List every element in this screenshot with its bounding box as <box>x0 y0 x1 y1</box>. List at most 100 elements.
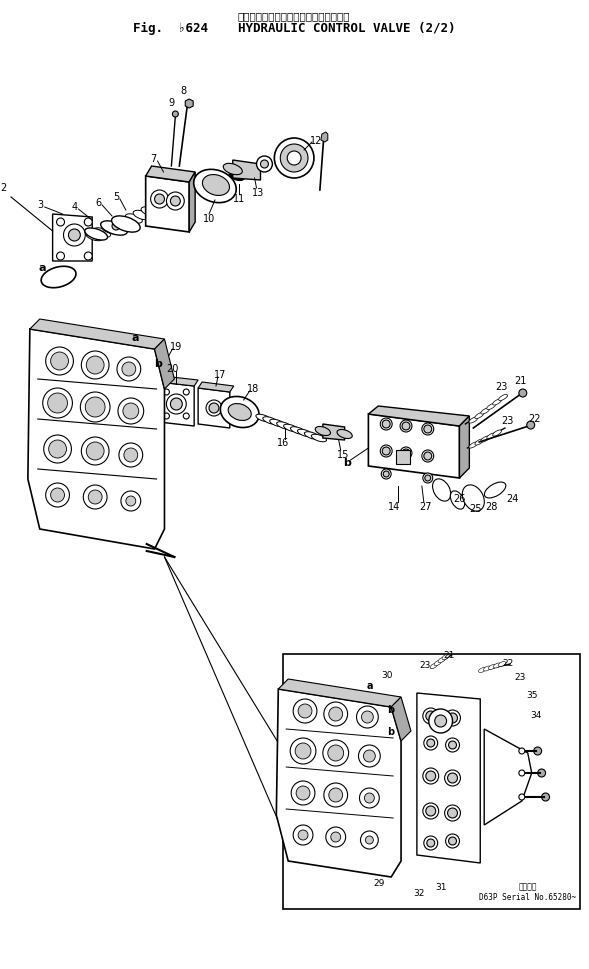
Polygon shape <box>321 133 328 142</box>
Text: 23: 23 <box>419 660 431 669</box>
Circle shape <box>381 470 391 480</box>
Circle shape <box>429 709 452 734</box>
Ellipse shape <box>484 667 491 672</box>
Circle shape <box>46 484 70 508</box>
Circle shape <box>324 783 348 807</box>
Text: b: b <box>388 704 395 714</box>
Text: 34: 34 <box>530 711 541 720</box>
Circle shape <box>424 836 438 850</box>
Polygon shape <box>30 320 164 350</box>
Circle shape <box>359 745 380 767</box>
Circle shape <box>51 353 68 370</box>
Circle shape <box>49 441 67 458</box>
Ellipse shape <box>256 415 271 422</box>
Circle shape <box>209 403 219 414</box>
Circle shape <box>362 711 373 723</box>
Circle shape <box>360 831 378 849</box>
Polygon shape <box>279 679 401 707</box>
Ellipse shape <box>203 175 230 197</box>
Circle shape <box>426 771 436 781</box>
Circle shape <box>85 397 105 418</box>
Ellipse shape <box>194 171 236 203</box>
Circle shape <box>86 357 104 375</box>
Circle shape <box>164 390 170 395</box>
Polygon shape <box>52 215 92 262</box>
Circle shape <box>173 111 178 118</box>
Circle shape <box>118 398 144 424</box>
Ellipse shape <box>229 172 244 181</box>
Circle shape <box>88 490 102 505</box>
Text: b: b <box>343 457 350 467</box>
Ellipse shape <box>488 665 496 670</box>
Circle shape <box>427 739 435 747</box>
Text: 22: 22 <box>528 414 541 423</box>
Ellipse shape <box>498 662 506 667</box>
Circle shape <box>435 715 446 728</box>
Text: 14: 14 <box>388 502 401 512</box>
Ellipse shape <box>125 214 143 224</box>
Circle shape <box>260 161 269 169</box>
Ellipse shape <box>155 369 163 374</box>
Text: 30: 30 <box>382 670 393 679</box>
Circle shape <box>280 144 308 172</box>
Text: 23: 23 <box>501 416 513 425</box>
Circle shape <box>423 768 439 784</box>
Circle shape <box>119 444 143 467</box>
Circle shape <box>380 446 392 457</box>
Ellipse shape <box>430 664 437 669</box>
Ellipse shape <box>158 380 166 384</box>
Ellipse shape <box>110 222 127 231</box>
Ellipse shape <box>297 430 313 437</box>
Ellipse shape <box>223 164 242 175</box>
Circle shape <box>519 748 525 754</box>
Circle shape <box>329 788 343 802</box>
Circle shape <box>151 191 168 208</box>
Circle shape <box>402 422 410 430</box>
Circle shape <box>295 743 311 760</box>
Polygon shape <box>368 415 459 479</box>
Circle shape <box>400 448 412 459</box>
Ellipse shape <box>158 385 167 389</box>
Circle shape <box>445 710 461 726</box>
Circle shape <box>423 708 439 724</box>
Text: 12: 12 <box>310 136 322 146</box>
Circle shape <box>424 425 432 433</box>
Circle shape <box>425 476 431 482</box>
Text: 9: 9 <box>168 98 174 108</box>
Text: 適用号機
D63P Serial No.65280~: 適用号機 D63P Serial No.65280~ <box>479 882 576 901</box>
Text: 3: 3 <box>38 200 44 209</box>
Circle shape <box>293 826 313 845</box>
Ellipse shape <box>290 427 306 435</box>
Ellipse shape <box>41 267 76 289</box>
Polygon shape <box>484 730 532 826</box>
Circle shape <box>46 348 74 376</box>
Ellipse shape <box>494 664 501 669</box>
Text: 23: 23 <box>514 672 525 682</box>
Text: 20: 20 <box>166 363 178 374</box>
Ellipse shape <box>270 420 285 427</box>
Polygon shape <box>158 383 194 426</box>
Text: 29: 29 <box>373 879 385 888</box>
Ellipse shape <box>475 440 484 446</box>
Circle shape <box>274 139 314 179</box>
Circle shape <box>445 805 461 821</box>
Polygon shape <box>145 176 189 233</box>
Circle shape <box>123 403 139 420</box>
Circle shape <box>206 400 222 417</box>
Ellipse shape <box>277 422 292 430</box>
Ellipse shape <box>283 424 299 432</box>
Circle shape <box>86 443 104 460</box>
Text: 21: 21 <box>515 376 527 386</box>
Ellipse shape <box>442 655 449 660</box>
Circle shape <box>323 740 349 766</box>
Ellipse shape <box>434 661 441 666</box>
Circle shape <box>290 738 316 765</box>
Circle shape <box>445 770 461 786</box>
Polygon shape <box>145 167 195 183</box>
Circle shape <box>363 750 375 763</box>
Ellipse shape <box>438 658 445 663</box>
Ellipse shape <box>101 222 127 235</box>
Circle shape <box>426 711 436 721</box>
Circle shape <box>167 394 186 415</box>
Ellipse shape <box>499 395 507 401</box>
